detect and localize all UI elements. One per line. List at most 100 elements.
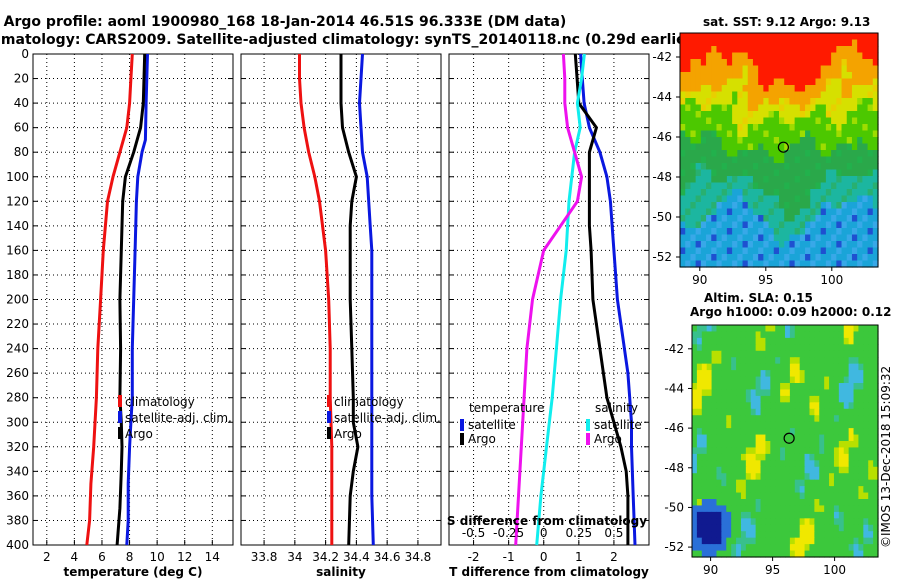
map-cell (700, 104, 707, 112)
map-cell (736, 357, 742, 365)
map-cell (857, 143, 863, 151)
map-cell (752, 65, 759, 73)
map-cell (784, 85, 791, 93)
map-cell (814, 434, 820, 442)
map-cell (721, 78, 728, 86)
map-cell (731, 511, 737, 519)
map-cell (692, 505, 698, 513)
map-cell (857, 195, 863, 203)
map-cell (836, 254, 843, 262)
map-cell (841, 98, 848, 106)
map-cell (726, 460, 732, 468)
map-cell (846, 169, 853, 177)
map-cell (848, 518, 855, 526)
map-cell (843, 434, 850, 442)
map-cell (732, 130, 738, 138)
map-cell (732, 182, 738, 190)
map-cell (740, 550, 747, 558)
map-cell (829, 389, 835, 397)
map-cell (851, 72, 858, 80)
map-cell (868, 486, 874, 494)
map-cell (726, 544, 732, 552)
map-cell (711, 182, 718, 190)
map-frame (679, 32, 879, 268)
map-cell (742, 241, 749, 249)
xtick-label: 34.2 (312, 550, 339, 564)
legend-label: Argo (468, 432, 496, 446)
map-cell (726, 234, 733, 242)
map-cell (851, 195, 858, 203)
map-cell (867, 130, 874, 138)
map-cell (838, 428, 845, 436)
map-cell (740, 370, 747, 378)
map-cell (838, 511, 845, 519)
legend-label: satellite (594, 418, 642, 432)
map-cell (731, 389, 737, 397)
map-cell (696, 499, 703, 507)
map-cell (784, 234, 791, 242)
map-cell (775, 447, 781, 455)
map-cell (706, 156, 712, 164)
map-cell (789, 46, 796, 54)
map-cell (706, 344, 713, 352)
map-cell (848, 428, 855, 436)
map-cell (862, 182, 869, 190)
map-cell (794, 370, 801, 378)
map-cell (765, 466, 771, 474)
map-cell (789, 337, 796, 345)
map-cell (745, 402, 752, 410)
map-cell (820, 215, 827, 223)
map-cell (810, 228, 817, 236)
map-cell (848, 441, 855, 449)
map-cell (736, 363, 742, 371)
map-cell (836, 215, 843, 223)
map-cell (711, 441, 718, 449)
map-cell (833, 473, 840, 481)
map-cell (780, 447, 786, 455)
map-cell (841, 169, 848, 177)
map-cell (680, 189, 686, 197)
map-cell (836, 104, 843, 112)
map-cell (779, 52, 785, 60)
map-cell (700, 169, 707, 177)
map-cell (825, 117, 832, 125)
map-cell (716, 441, 722, 449)
map-cell (740, 337, 747, 345)
legend-label: satellite-adj. clim. (125, 411, 232, 425)
map-ytick-label: -52 (652, 250, 672, 264)
map-cell (868, 505, 874, 513)
map-cell (867, 65, 874, 73)
map-cell (789, 202, 796, 210)
map-cell (726, 479, 732, 487)
map-cell (685, 65, 692, 73)
map-cell (846, 221, 853, 229)
map-cell (758, 91, 764, 99)
map-cell (731, 466, 737, 474)
map-cell (716, 65, 723, 73)
map-cell (846, 182, 853, 190)
map-cell (810, 247, 817, 255)
map-cell (685, 72, 692, 80)
map-cell (780, 363, 786, 371)
argo-location-marker (777, 141, 789, 153)
map-cell (836, 98, 843, 106)
map-cell (701, 492, 708, 500)
map-cell (680, 98, 686, 106)
map-cell (721, 156, 728, 164)
map-cell (809, 447, 815, 455)
map-cell (763, 228, 770, 236)
map-cell (731, 460, 737, 468)
map-cell (696, 524, 703, 532)
map-cell (873, 460, 879, 468)
map-cell (809, 357, 815, 365)
map-cell (867, 163, 874, 171)
map-cell (760, 337, 767, 345)
map-cell (680, 65, 686, 73)
map-cell (775, 408, 781, 416)
map-cell (745, 544, 752, 552)
map-cell (867, 234, 874, 242)
map-cell (867, 150, 874, 158)
map-cell (820, 156, 827, 164)
map-cell (763, 189, 770, 197)
map-cell (810, 124, 817, 132)
